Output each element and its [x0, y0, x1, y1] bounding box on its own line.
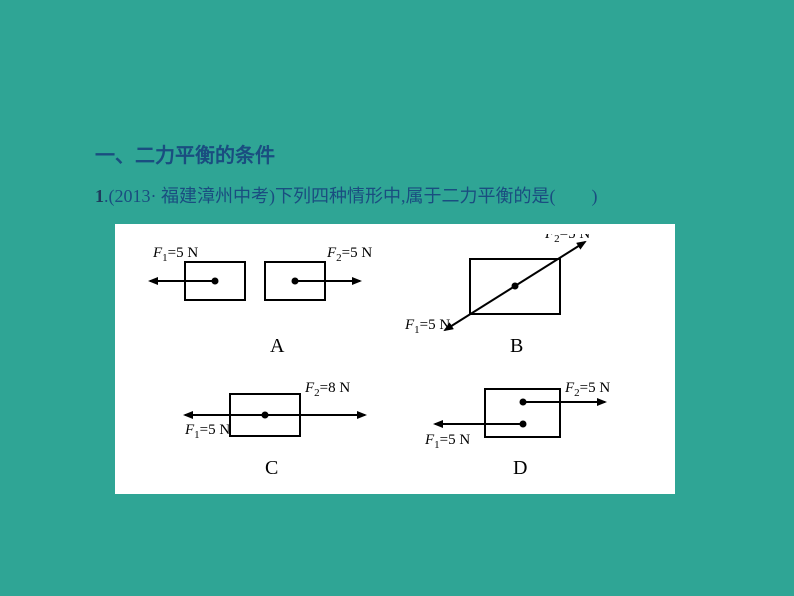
question-number: 1 [95, 186, 104, 206]
physics-diagram: F1=5 N F2=5 N A F2=5 N F1=5 N B [115, 234, 675, 494]
svg-text:F2=8 N: F2=8 N [304, 380, 350, 399]
option-c: F1=5 N F2=8 N C [184, 380, 365, 479]
section-heading: 一、二力平衡的条件 [95, 139, 734, 168]
option-d: F2=5 N F1=5 N D [424, 380, 610, 479]
svg-text:F2=5 N: F2=5 N [564, 380, 610, 399]
label-c: C [265, 457, 278, 479]
question-line: 1.(2013· 福建漳州中考)下列四种情形中,属于二力平衡的是( ) [95, 182, 734, 208]
label-d: D [513, 457, 527, 479]
label-b: B [510, 335, 523, 357]
label-a: A [270, 335, 285, 357]
svg-text:F1=5 N: F1=5 N [184, 422, 230, 441]
option-a: F1=5 N F2=5 N A [150, 245, 372, 357]
question-stem: 下列四种情形中,属于二力平衡的是( ) [275, 186, 598, 206]
svg-text:F1=5 N: F1=5 N [424, 432, 470, 451]
slide-content: 一、二力平衡的条件 1.(2013· 福建漳州中考)下列四种情形中,属于二力平衡… [95, 139, 734, 494]
option-b: F2=5 N F1=5 N B [404, 234, 590, 357]
svg-text:F2=5 N: F2=5 N [326, 245, 372, 264]
svg-text:F1=5 N: F1=5 N [404, 317, 450, 336]
question-source: (2013· 福建漳州中考) [109, 186, 275, 206]
diagram-container: F1=5 N F2=5 N A F2=5 N F1=5 N B [115, 224, 675, 494]
